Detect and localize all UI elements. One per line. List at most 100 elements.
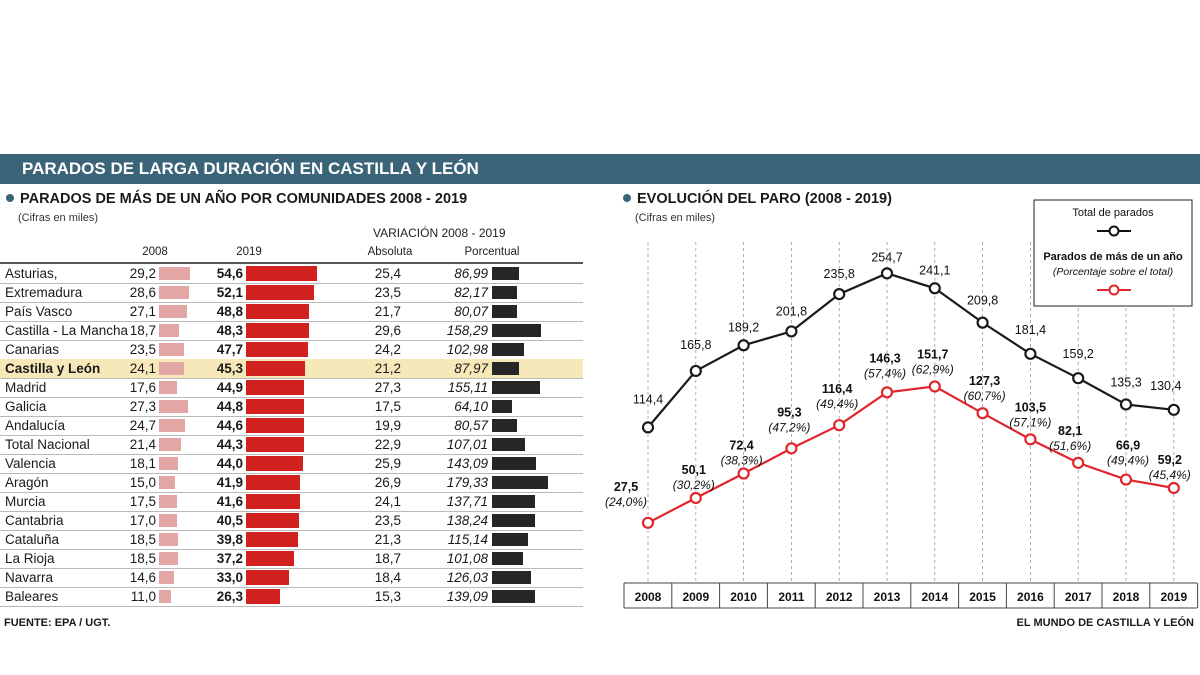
table-row: Murcia 17,5 41,6 24,1 137,71 [0,492,583,512]
total-data-label: 135,3 [1110,375,1141,389]
value-2008: 11,0 [130,589,156,604]
bar-2019 [246,304,310,319]
table-row: Valencia 18,1 44,0 25,9 143,09 [0,454,583,474]
bar-2008 [159,343,184,356]
bar-2019 [246,589,281,604]
bar-percent [492,438,526,451]
community-name: Total Nacional [5,437,90,452]
table-header-rule [0,262,583,264]
community-name: Valencia [5,456,56,471]
variation-absolute: 24,2 [374,342,401,357]
total-point [1119,398,1133,411]
bar-percent [492,552,524,565]
x-tick-label: 2018 [1113,590,1140,604]
value-2019: 47,7 [216,342,243,357]
community-name: Andalucía [5,418,66,433]
community-name: Galicia [5,399,47,414]
table-row: Extremadura 28,6 52,1 23,5 82,17 [0,283,583,303]
variation-header: VARIACIÓN 2008 - 2019 [373,226,506,240]
long-term-percent-label: (38,3%) [721,454,763,468]
community-name: Madrid [5,380,47,395]
total-data-label: 201,8 [776,304,807,318]
community-name: Extremadura [5,285,83,300]
legend-long-term-sub: (Porcentaje sobre el total) [1053,266,1173,278]
value-2008: 24,1 [129,361,156,376]
long-term-point [737,467,750,480]
variation-absolute: 26,9 [374,475,401,490]
long-term-data-label: 50,1 [682,463,706,477]
bar-2019 [246,475,301,490]
value-2019: 37,2 [216,551,243,566]
community-name: La Rioja [5,551,55,566]
community-name: Navarra [5,570,54,585]
total-data-label: 235,8 [824,267,855,281]
variation-absolute: 25,4 [374,266,401,281]
bar-percent [492,286,518,299]
bar-2019 [246,380,305,395]
bar-2019 [246,570,289,585]
community-name: Castilla y León [5,361,101,376]
bar-percent [492,305,517,318]
total-data-label: 130,4 [1150,379,1181,393]
long-term-data-label: 82,1 [1058,424,1082,438]
value-2008: 17,6 [129,380,156,395]
variation-absolute: 23,5 [374,513,401,528]
total-data-label: 165,8 [680,338,711,352]
bar-2008 [159,381,178,394]
variation-percent: 139,09 [446,589,488,604]
bar-percent [492,362,520,375]
long-term-data-label: 59,2 [1158,453,1182,467]
long-term-point [641,516,655,529]
bar-2019 [246,342,308,357]
series-total-line [647,272,1174,429]
bar-2008 [159,457,178,470]
total-point [737,339,750,352]
bar-percent [492,457,537,470]
variation-percent: 107,01 [446,437,488,452]
value-2008: 28,6 [129,285,156,300]
community-name: País Vasco [5,304,73,319]
table-row: Aragón 15,0 41,9 26,9 179,33 [0,473,583,493]
long-term-data-label: 151,7 [917,347,948,361]
value-2019: 54,6 [216,266,243,281]
source-footer: FUENTE: EPA / UGT. [4,617,111,629]
right-section-title: EVOLUCIÓN DEL PARO (2008 - 2019) [623,191,892,207]
variation-percent: 155,11 [447,380,488,395]
long-term-point [976,407,989,420]
table-row: Baleares 11,0 26,3 15,3 139,09 [0,587,583,607]
table-row: Asturias, 29,2 54,6 25,4 86,99 [0,264,583,284]
variation-percent: 82,17 [454,285,488,300]
total-point [976,316,989,329]
total-point [641,421,655,434]
bar-2008 [159,286,190,299]
total-data-label: 181,4 [1015,323,1046,337]
long-term-percent-label: (57,4%) [864,366,906,380]
value-2008: 18,5 [129,532,156,547]
variation-absolute: 17,5 [374,399,401,414]
bar-2008 [159,400,188,413]
variation-absolute: 21,3 [374,532,401,547]
variation-absolute: 18,4 [374,570,401,585]
long-term-point [1167,481,1180,495]
value-2008: 18,1 [129,456,156,471]
bar-2019 [246,456,304,471]
value-2019: 45,3 [216,361,243,376]
long-term-data-label: 95,3 [777,405,801,419]
table-row: Cataluña 18,5 39,8 21,3 115,14 [0,530,583,550]
community-name: Aragón [5,475,49,490]
x-tick-label: 2016 [1017,590,1044,604]
bar-percent [492,419,517,432]
bar-2008 [159,514,177,527]
variation-percent: 158,29 [446,323,488,338]
bar-2019 [246,494,301,509]
bar-2019 [246,437,304,452]
bar-percent [492,476,548,489]
long-term-point [928,380,941,393]
variation-absolute: 21,2 [374,361,401,376]
total-point [833,287,846,301]
variation-percent: 126,03 [446,570,488,585]
variation-percent: 101,08 [446,551,488,566]
long-term-percent-label: (45,4%) [1149,468,1191,482]
x-tick-label: 2015 [969,590,996,604]
value-2008: 14,6 [129,570,156,585]
